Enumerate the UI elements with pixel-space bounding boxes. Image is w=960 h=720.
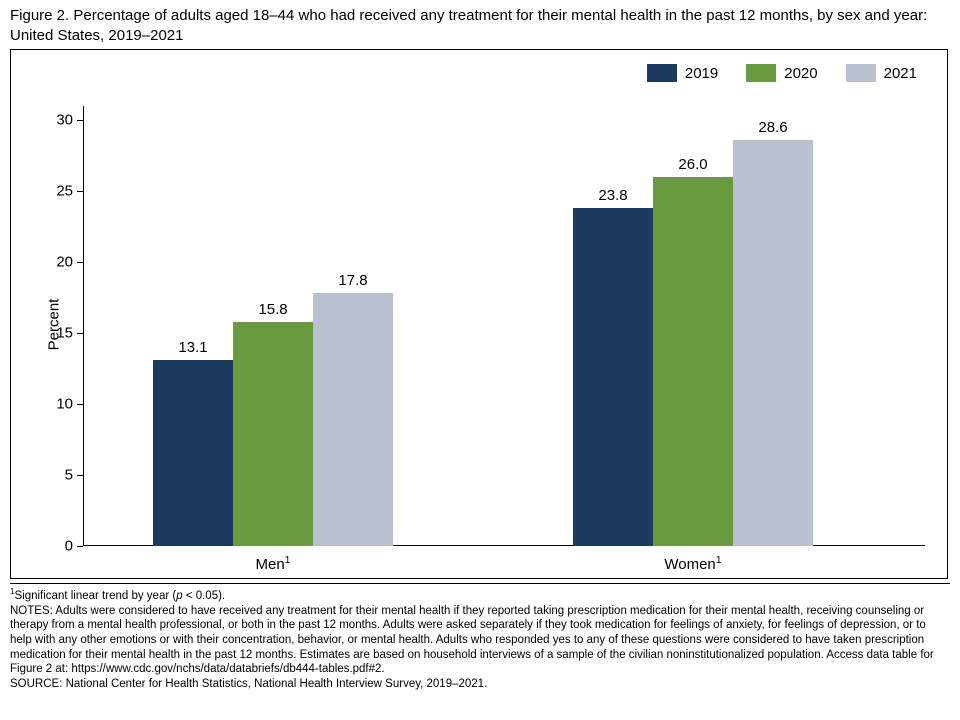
y-tick-label: 25 [56,183,83,200]
legend-swatch [846,64,876,82]
bar-value-label: 17.8 [338,272,367,289]
y-axis-title: Percent [45,299,62,351]
footnote-1: 1Significant linear trend by year (p < 0… [10,587,950,604]
plot-region: 051015202530Percent13.115.817.8Men123.82… [83,106,925,546]
footnote-separator [10,583,950,584]
bar-women-2020: 26.0 [653,177,733,546]
footnote-1b: < 0.05). [183,590,226,602]
chart-frame: 2019 2020 2021 051015202530Percent13.115.8… [10,49,948,579]
bar-value-label: 23.8 [598,187,627,204]
bar-value-label: 28.6 [758,119,787,136]
legend-swatch [647,64,677,82]
legend-item-2021: 2021 [846,64,917,82]
legend: 2019 2020 2021 [647,64,917,82]
legend-item-2020: 2020 [746,64,817,82]
x-category-label-men: Men1 [255,554,290,573]
x-category-label-women: Women1 [664,554,721,573]
figure-title: Figure 2. Percentage of adults aged 18–4… [0,0,960,49]
footnote-1a: Significant linear trend by year ( [14,590,176,602]
legend-label: 2020 [784,65,817,82]
y-tick-label: 30 [56,112,83,129]
y-axis-line [83,106,84,546]
legend-label: 2021 [884,65,917,82]
y-tick-label: 0 [65,538,83,555]
bar-women-2021: 28.6 [733,140,813,546]
bar-women-2019: 23.8 [573,208,653,546]
bar-value-label: 26.0 [678,156,707,173]
legend-swatch [746,64,776,82]
y-tick-label: 10 [56,396,83,413]
bar-men-2021: 17.8 [313,293,393,546]
bar-men-2019: 13.1 [153,360,233,546]
y-tick-label: 5 [65,467,83,484]
footnote-notes: NOTES: Adults were considered to have re… [10,604,950,678]
legend-item-2019: 2019 [647,64,718,82]
footnote-source: SOURCE: National Center for Health Stati… [10,677,950,692]
footnotes-block: 1Significant linear trend by year (p < 0… [0,579,960,692]
legend-label: 2019 [685,65,718,82]
y-tick-label: 20 [56,254,83,271]
bar-men-2020: 15.8 [233,322,313,546]
bar-value-label: 13.1 [178,339,207,356]
bar-value-label: 15.8 [258,301,287,318]
